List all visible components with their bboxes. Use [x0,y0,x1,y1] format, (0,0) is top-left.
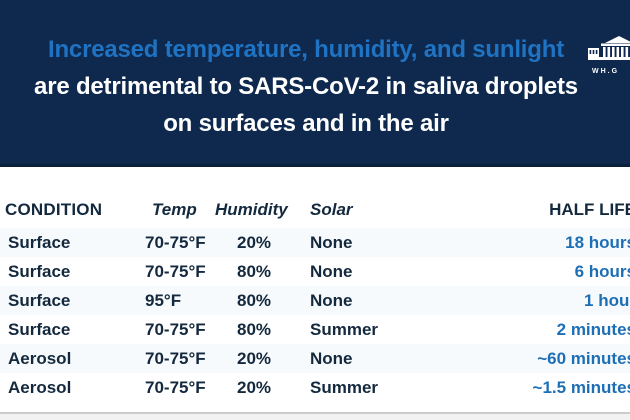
cell-solar: Summer [310,377,379,397]
cell-solar: None [310,348,353,368]
bottom-strip [0,414,630,420]
hero-title-line3: on surfaces and in the air [163,110,449,137]
white-house-icon [588,36,630,66]
column-header-condition: CONDITION [5,200,103,219]
cell-condition: Surface [8,261,71,281]
cell-temp: 70-75°F [145,319,206,339]
cell-humidity: 80% [237,290,272,310]
column-header-temp: Temp [152,200,197,219]
cell-humidity: 80% [237,319,272,339]
bottom-divider [0,412,630,414]
table-header-row: CONDITION Temp Humidity Solar HALF LIFE [0,196,630,224]
cell-condition: Aerosol [8,377,72,397]
cell-temp: 70-75°F [145,261,206,281]
cell-half-life: ~60 minutes [537,348,630,368]
cell-condition: Aerosol [8,348,72,368]
cell-half-life: ~1.5 minutes [532,377,630,397]
cell-half-life: 1 hour [584,290,630,310]
column-header-humidity: Humidity [215,200,288,219]
logo-caption: WH.G [592,68,620,75]
cell-temp: 70-75°F [145,348,206,368]
cell-humidity: 20% [237,377,272,397]
table-row: Surface 70-75°F 80% None 6 hours [0,257,630,286]
cell-solar: None [310,261,353,281]
hero-title-line2: are detrimental to SARS-CoV-2 in saliva … [34,73,578,100]
hero-title: Increased temperature, humidity, and sun… [0,31,612,142]
cell-half-life: 2 minutes [556,319,630,339]
half-life-table: CONDITION Temp Humidity Solar HALF LIFE … [0,196,630,402]
cell-temp: 95°F [145,290,182,310]
cell-temp: 70-75°F [145,232,206,252]
table-row: Surface 70-75°F 80% Summer 2 minutes [0,315,630,344]
table-row: Surface 95°F 80% None 1 hour [0,286,630,315]
cell-half-life: 6 hours [574,261,630,281]
column-header-solar: Solar [310,200,353,219]
cell-condition: Surface [8,290,71,310]
table-body: Surface 70-75°F 20% None 18 hours Surfac… [0,228,630,402]
hero-title-line1: Increased temperature, humidity, and sun… [48,36,564,63]
table-row: Surface 70-75°F 20% None 18 hours [0,228,630,257]
cell-condition: Surface [8,232,71,252]
cell-solar: None [310,232,353,252]
white-house-logo: WH.G [588,36,630,75]
cell-solar: None [310,290,353,310]
cell-humidity: 80% [237,261,272,281]
cell-humidity: 20% [237,348,272,368]
cell-solar: Summer [310,319,379,339]
cell-condition: Surface [8,319,71,339]
cell-half-life: 18 hours [565,232,630,252]
table-row: Aerosol 70-75°F 20% None ~60 minutes [0,344,630,373]
cell-temp: 70-75°F [145,377,206,397]
cell-humidity: 20% [237,232,272,252]
column-header-half-life: HALF LIFE [549,200,630,219]
hero-banner: Increased temperature, humidity, and sun… [0,0,630,167]
table-row: Aerosol 70-75°F 20% Summer ~1.5 minutes [0,373,630,402]
